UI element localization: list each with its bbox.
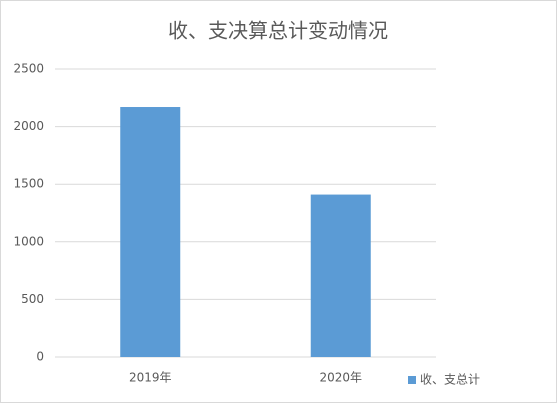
chart-title: 收、支决算总计变动情况 — [168, 19, 388, 43]
bar — [310, 194, 371, 357]
y-tick-label: 1000 — [13, 234, 44, 248]
y-tick-label: 2500 — [13, 62, 44, 76]
y-tick-label: 500 — [21, 292, 44, 306]
legend-swatch — [408, 376, 416, 384]
legend-label: 收、支总计 — [420, 373, 480, 387]
y-tick-label: 0 — [36, 350, 44, 364]
x-tick-label: 2019年 — [129, 371, 172, 385]
bar — [120, 107, 181, 358]
y-tick-label: 2000 — [13, 119, 44, 133]
y-tick-label: 1500 — [13, 177, 44, 191]
x-tick-label: 2020年 — [319, 371, 362, 385]
